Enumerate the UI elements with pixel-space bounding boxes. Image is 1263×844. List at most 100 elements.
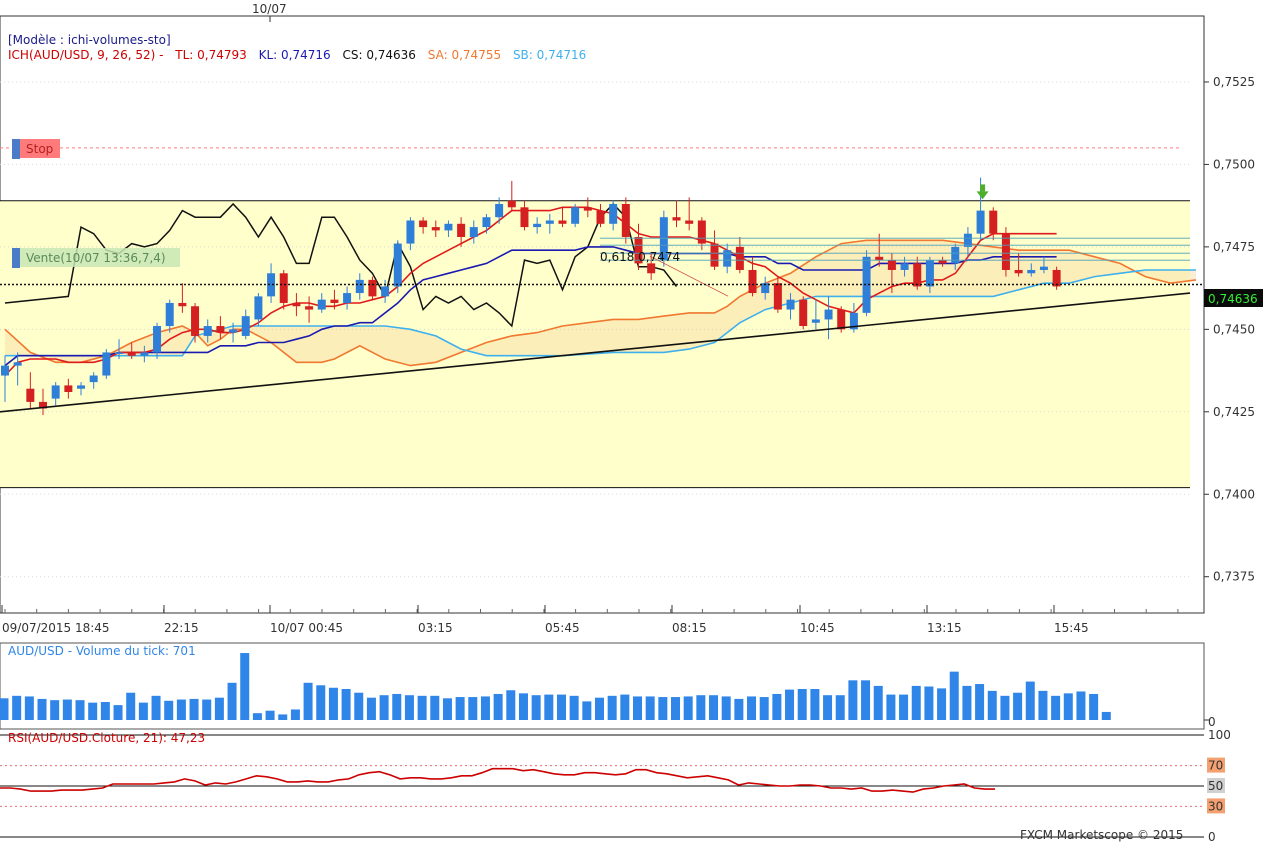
candle[interactable] bbox=[862, 250, 871, 317]
date-marker: 10/07 bbox=[252, 2, 287, 16]
candle[interactable] bbox=[938, 256, 947, 267]
candle[interactable] bbox=[951, 243, 960, 270]
candle[interactable] bbox=[634, 223, 643, 270]
candle[interactable] bbox=[191, 302, 200, 343]
candle[interactable] bbox=[989, 207, 998, 241]
candle[interactable] bbox=[1001, 227, 1010, 277]
candle[interactable] bbox=[583, 197, 592, 218]
candle[interactable] bbox=[178, 283, 187, 313]
candle[interactable] bbox=[330, 289, 339, 310]
volume-bar bbox=[379, 695, 389, 720]
candle[interactable] bbox=[229, 322, 238, 343]
candle[interactable] bbox=[241, 309, 250, 340]
volume-bar bbox=[1063, 693, 1073, 720]
candle[interactable] bbox=[64, 378, 73, 399]
candle[interactable] bbox=[216, 316, 225, 340]
candle[interactable] bbox=[875, 233, 884, 267]
candle[interactable] bbox=[26, 372, 35, 409]
candle[interactable] bbox=[355, 273, 364, 300]
candle[interactable] bbox=[609, 200, 618, 231]
legend-sa: SA: 0,74755 bbox=[428, 48, 501, 62]
candle[interactable] bbox=[343, 286, 352, 310]
volume-bar bbox=[873, 685, 883, 720]
candle[interactable] bbox=[735, 236, 744, 274]
candle[interactable] bbox=[533, 217, 542, 234]
candle[interactable] bbox=[431, 220, 440, 237]
candle[interactable] bbox=[672, 200, 681, 228]
candle[interactable] bbox=[1052, 266, 1061, 290]
candle[interactable] bbox=[89, 372, 98, 389]
candle[interactable] bbox=[558, 207, 567, 228]
candle[interactable] bbox=[406, 217, 415, 251]
candle[interactable] bbox=[419, 217, 428, 234]
candle[interactable] bbox=[317, 293, 326, 313]
candle[interactable] bbox=[368, 276, 377, 300]
candle[interactable] bbox=[457, 217, 466, 247]
volume-bar bbox=[1089, 693, 1099, 720]
candle-body bbox=[495, 204, 504, 218]
price-tick-label: 0,7425 bbox=[1213, 405, 1255, 419]
volume-bar bbox=[189, 698, 199, 720]
sell-order-label[interactable]: Vente(10/07 13:36,7,4) bbox=[12, 248, 180, 268]
candle[interactable] bbox=[571, 204, 580, 228]
candle[interactable] bbox=[482, 213, 491, 234]
candle[interactable] bbox=[811, 299, 820, 330]
candle[interactable] bbox=[165, 299, 174, 333]
candle[interactable] bbox=[51, 382, 60, 406]
candle[interactable] bbox=[659, 210, 668, 267]
candle[interactable] bbox=[77, 382, 86, 396]
candle[interactable] bbox=[267, 263, 276, 303]
candle[interactable] bbox=[469, 220, 478, 244]
candle[interactable] bbox=[520, 200, 529, 231]
candle[interactable] bbox=[773, 276, 782, 313]
candle[interactable] bbox=[153, 322, 162, 360]
candle-body bbox=[887, 260, 896, 270]
candle[interactable] bbox=[279, 269, 288, 310]
candle[interactable] bbox=[507, 180, 516, 211]
candle[interactable] bbox=[13, 352, 22, 386]
candle[interactable] bbox=[1039, 256, 1048, 274]
candle[interactable] bbox=[1, 355, 9, 402]
candle[interactable] bbox=[761, 276, 770, 300]
candle[interactable] bbox=[621, 197, 630, 244]
candle-body bbox=[39, 401, 48, 409]
candle[interactable] bbox=[1014, 253, 1023, 277]
stop-label-text: Stop bbox=[26, 142, 53, 156]
candle[interactable] bbox=[115, 339, 124, 360]
candle[interactable] bbox=[127, 342, 136, 360]
candle[interactable] bbox=[697, 217, 706, 251]
candle[interactable] bbox=[824, 296, 833, 340]
candle[interactable] bbox=[748, 256, 757, 297]
candle[interactable] bbox=[102, 349, 111, 379]
candle[interactable] bbox=[203, 319, 212, 343]
volume-bar bbox=[518, 693, 528, 720]
candle-body bbox=[64, 385, 73, 393]
candle-body bbox=[254, 296, 263, 320]
candle[interactable] bbox=[925, 256, 934, 294]
candle[interactable] bbox=[685, 197, 694, 231]
candle[interactable] bbox=[305, 296, 314, 323]
price-tick-label: 0,7450 bbox=[1213, 322, 1255, 336]
candle[interactable] bbox=[710, 230, 719, 270]
candle[interactable] bbox=[444, 220, 453, 237]
candle[interactable] bbox=[849, 302, 858, 333]
candle[interactable] bbox=[140, 345, 149, 363]
candle-body bbox=[1001, 233, 1010, 270]
volume-bar bbox=[911, 685, 921, 720]
candle[interactable] bbox=[799, 296, 808, 330]
candle[interactable] bbox=[545, 213, 554, 234]
candle[interactable] bbox=[963, 227, 972, 257]
stop-label[interactable]: Stop bbox=[12, 139, 60, 159]
candle[interactable] bbox=[723, 243, 732, 274]
candle[interactable] bbox=[495, 197, 504, 224]
candle[interactable] bbox=[254, 293, 263, 327]
candle[interactable] bbox=[1027, 263, 1036, 277]
candle-body bbox=[178, 302, 187, 307]
candle[interactable] bbox=[647, 253, 656, 280]
candle[interactable] bbox=[786, 293, 795, 320]
candle[interactable] bbox=[39, 388, 48, 416]
candle[interactable] bbox=[292, 293, 301, 317]
candle[interactable] bbox=[596, 204, 605, 228]
candle[interactable] bbox=[381, 279, 390, 303]
